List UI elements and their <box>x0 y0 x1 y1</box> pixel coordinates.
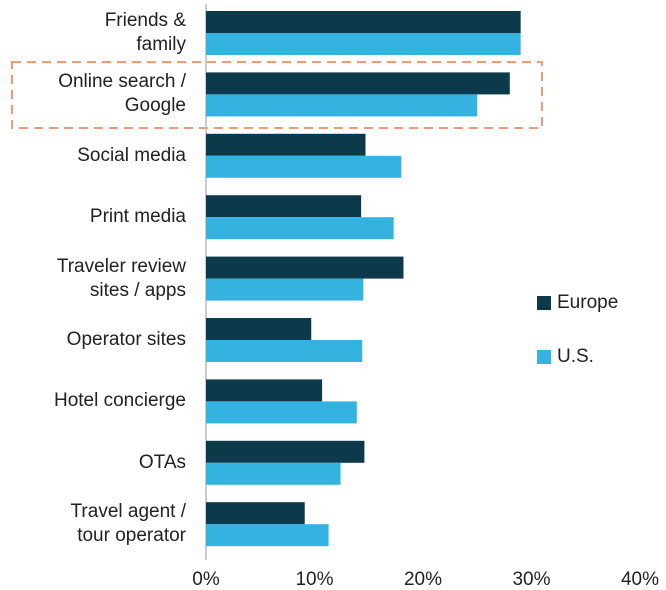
category-label: Operator sites <box>66 329 186 350</box>
legend-label: U.S. <box>557 346 594 367</box>
category-label: Online search / Google <box>58 71 186 117</box>
bar <box>206 440 365 463</box>
bar <box>206 217 394 240</box>
highlight-box <box>11 61 543 129</box>
bar <box>206 318 312 340</box>
x-tick-label: 20% <box>404 569 442 590</box>
x-tick-label: 40% <box>621 569 659 590</box>
category-label: Friends & family <box>104 10 186 55</box>
category-label: Travel agent / tour operator <box>70 501 186 547</box>
bar <box>206 524 329 547</box>
bar <box>206 278 364 301</box>
x-tick-label: 10% <box>295 569 333 590</box>
bar <box>206 340 363 362</box>
legend-swatch <box>537 350 551 364</box>
bar <box>206 11 521 33</box>
legend-swatch <box>537 296 551 310</box>
bar <box>206 195 362 218</box>
category-label: Hotel concierge <box>53 390 186 412</box>
bar <box>206 72 510 95</box>
bar <box>206 133 366 156</box>
bar <box>206 379 323 402</box>
bar <box>206 94 478 117</box>
category-label: OTAs <box>138 451 186 473</box>
bar <box>206 502 305 525</box>
category-label: Social media <box>77 144 186 166</box>
x-tick-label: 0% <box>192 569 220 590</box>
bar <box>206 155 402 178</box>
category-label: Traveler review sites / apps <box>56 255 186 301</box>
category-label: Print media <box>89 206 186 228</box>
bar <box>206 33 521 55</box>
legend-label: Europe <box>557 292 618 313</box>
x-tick-label: 30% <box>512 569 550 590</box>
bar <box>206 256 404 279</box>
bar <box>206 462 341 485</box>
bar <box>206 401 357 424</box>
